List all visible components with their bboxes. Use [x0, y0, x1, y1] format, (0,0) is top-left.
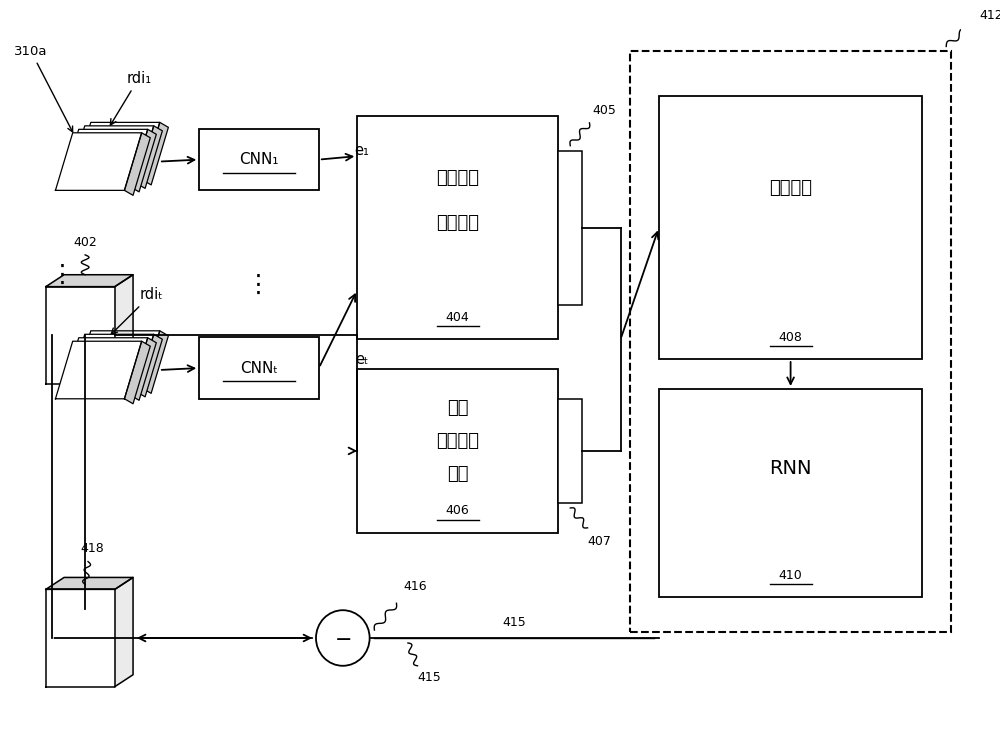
Circle shape [316, 610, 370, 666]
Polygon shape [136, 126, 162, 188]
Text: 310a: 310a [14, 45, 73, 132]
Text: rdi₁: rdi₁ [110, 71, 151, 125]
Text: RNN: RNN [769, 458, 812, 478]
Text: eₜ: eₜ [355, 352, 369, 367]
Polygon shape [46, 286, 115, 384]
Bar [558, 399, 582, 503]
Text: 418: 418 [80, 542, 104, 554]
Bar [199, 337, 319, 399]
Text: 412: 412 [979, 9, 1000, 22]
Polygon shape [46, 275, 133, 286]
Text: 415: 415 [502, 616, 526, 629]
Text: ⋮: ⋮ [246, 272, 271, 297]
Text: rdiₜ: rdiₜ [111, 287, 163, 334]
Text: 404: 404 [446, 311, 470, 324]
Polygon shape [55, 132, 142, 190]
Polygon shape [46, 589, 115, 687]
Text: 415: 415 [417, 671, 441, 684]
Text: 408: 408 [779, 331, 803, 344]
Polygon shape [68, 334, 154, 392]
Bar [659, 96, 922, 359]
Bar [558, 151, 582, 304]
Polygon shape [61, 338, 148, 395]
Polygon shape [115, 275, 133, 384]
Polygon shape [68, 126, 154, 184]
Polygon shape [130, 129, 156, 192]
Polygon shape [143, 122, 168, 185]
Text: 音频: 音频 [447, 400, 468, 417]
Polygon shape [130, 338, 156, 400]
Bar [630, 51, 951, 632]
Polygon shape [115, 577, 133, 687]
Text: 406: 406 [446, 504, 470, 518]
Text: 405: 405 [592, 104, 616, 117]
Text: 402: 402 [73, 236, 97, 249]
Text: 视觉扩张: 视觉扩张 [436, 170, 479, 187]
Text: 卷积网络: 卷积网络 [436, 214, 479, 232]
Bar [659, 389, 922, 597]
Text: $-$: $-$ [334, 628, 351, 648]
Bar [357, 369, 558, 533]
Text: ⋮: ⋮ [50, 263, 75, 286]
Polygon shape [143, 331, 168, 394]
Polygon shape [74, 122, 160, 180]
Text: 410: 410 [779, 569, 802, 582]
Text: 扩张卷积: 扩张卷积 [436, 432, 479, 450]
Text: CNN₁: CNN₁ [239, 152, 279, 167]
Text: 416: 416 [404, 580, 427, 593]
Text: CNNₜ: CNNₜ [240, 361, 278, 376]
Polygon shape [136, 334, 162, 397]
Polygon shape [74, 331, 160, 388]
Polygon shape [55, 341, 142, 399]
Polygon shape [124, 132, 150, 196]
Bar [357, 116, 558, 339]
Text: 407: 407 [587, 535, 611, 548]
Text: e₁: e₁ [355, 143, 369, 158]
Polygon shape [124, 341, 150, 404]
Text: 网络: 网络 [447, 465, 468, 483]
Bar [199, 129, 319, 190]
Polygon shape [61, 129, 148, 187]
Text: 串接模块: 串接模块 [769, 179, 812, 197]
Polygon shape [46, 577, 133, 589]
